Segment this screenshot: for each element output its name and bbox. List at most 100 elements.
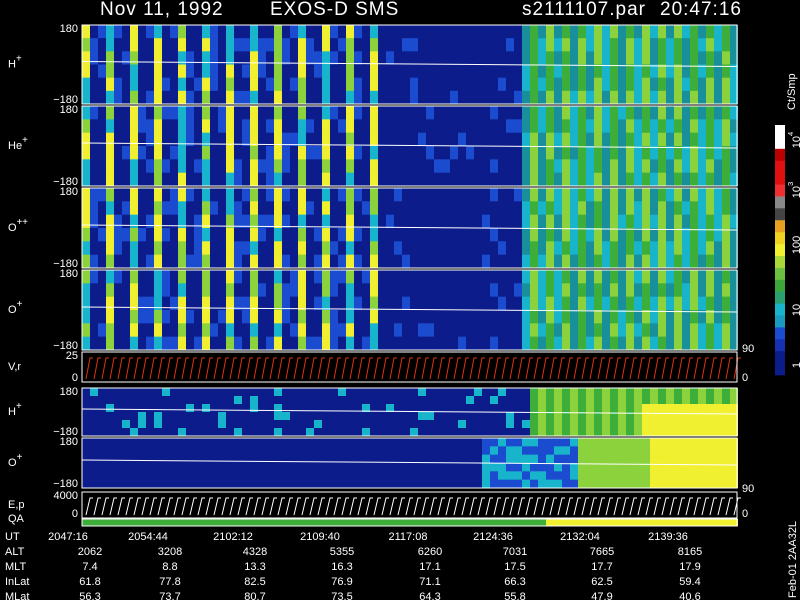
spectrogram-cell bbox=[194, 172, 202, 187]
spectrogram-cell bbox=[362, 454, 370, 464]
spectrogram-cell bbox=[442, 51, 450, 65]
spectrogram-cell bbox=[354, 64, 362, 78]
table-cell: 66.3 bbox=[504, 576, 525, 588]
y-tick-label: 180 bbox=[60, 186, 78, 198]
spectrogram-cell bbox=[522, 388, 530, 397]
spectrogram-cell bbox=[442, 454, 450, 464]
spectrogram-cell bbox=[250, 51, 258, 65]
spectrogram-cell bbox=[226, 201, 234, 215]
spectrogram-cell bbox=[218, 214, 226, 229]
spectrogram-cell bbox=[194, 310, 202, 324]
spectrogram-cell bbox=[402, 25, 410, 39]
panel-label: QA bbox=[8, 513, 25, 525]
spectrogram-cell bbox=[658, 106, 666, 120]
spectrogram-cell bbox=[706, 463, 714, 472]
spectrogram-cell bbox=[690, 336, 698, 351]
spectrogram-cell bbox=[682, 388, 690, 397]
spectrogram-cell bbox=[226, 336, 234, 351]
spectrogram-cell bbox=[250, 336, 258, 351]
spectrogram-cell bbox=[322, 132, 330, 147]
spectrogram-cell bbox=[282, 336, 290, 351]
spectrogram-cell bbox=[730, 388, 738, 397]
spectrogram-cell bbox=[298, 479, 306, 489]
spectrogram-cell bbox=[178, 146, 186, 160]
spectrogram-cell bbox=[282, 172, 290, 187]
spectrogram-cell bbox=[714, 336, 722, 351]
spectrogram-cell bbox=[498, 159, 506, 173]
spectrogram-cell bbox=[138, 119, 146, 133]
spectrogram-cell bbox=[330, 396, 338, 405]
spectrogram-cell bbox=[186, 106, 194, 120]
spectrogram-cell bbox=[258, 471, 266, 480]
spectrogram-cell bbox=[194, 159, 202, 173]
spectrogram-cell bbox=[506, 172, 514, 187]
spectrogram-cell bbox=[610, 310, 618, 324]
spectrogram-cell bbox=[266, 51, 274, 65]
spectrogram-cell bbox=[658, 77, 666, 92]
spectrogram-cell bbox=[186, 428, 194, 437]
spectrogram-cell bbox=[586, 519, 594, 527]
spectrogram-cell bbox=[106, 283, 114, 297]
spectrogram-cell bbox=[218, 323, 226, 337]
spectrogram-cell bbox=[98, 119, 106, 133]
spectrogram-cell bbox=[98, 446, 106, 455]
spectrogram-cell bbox=[298, 159, 306, 173]
spectrogram-cell bbox=[250, 64, 258, 78]
spectrogram-cell bbox=[538, 159, 546, 173]
table-cell: 82.5 bbox=[244, 576, 265, 588]
spectrogram-cell bbox=[658, 479, 666, 489]
spectrogram-cell bbox=[618, 64, 626, 78]
spectrogram-cell bbox=[466, 396, 474, 405]
spectrogram-cell bbox=[658, 296, 666, 311]
spectrogram-cell bbox=[610, 479, 618, 489]
spectrogram-cell bbox=[378, 214, 386, 229]
spectrogram-cell bbox=[602, 228, 610, 242]
spectrogram-cell bbox=[402, 38, 410, 52]
spectrogram-cell bbox=[658, 25, 666, 39]
spectrogram-cell bbox=[346, 283, 354, 297]
spectrogram-cell bbox=[346, 106, 354, 120]
spectrogram-cell bbox=[490, 241, 498, 255]
spectrogram-cell bbox=[186, 172, 194, 187]
spectrogram-cell bbox=[202, 438, 210, 447]
spectrogram-cell bbox=[322, 471, 330, 480]
spectrogram-cell bbox=[434, 323, 442, 337]
spectrogram-cell bbox=[426, 296, 434, 311]
spectrogram-cell bbox=[610, 446, 618, 455]
spectrogram-cell bbox=[690, 479, 698, 489]
spectrogram-cell bbox=[178, 241, 186, 255]
spectrogram-cell bbox=[306, 159, 314, 173]
spectrogram-cell bbox=[418, 241, 426, 255]
colorbar-segment bbox=[775, 303, 785, 316]
spectrogram-cell bbox=[562, 51, 570, 65]
spectrogram-cell bbox=[186, 201, 194, 215]
spectrogram-cell bbox=[706, 132, 714, 147]
spectrogram-cell bbox=[730, 119, 738, 133]
spectrogram-cell bbox=[378, 463, 386, 472]
spectrogram-cell bbox=[642, 446, 650, 455]
spectrogram-cell bbox=[322, 188, 330, 202]
spectrogram-cell bbox=[618, 188, 626, 202]
spectrogram-cell bbox=[418, 132, 426, 147]
spectrogram-cell bbox=[530, 519, 538, 527]
spectrogram-cell bbox=[610, 336, 618, 351]
spectrogram-cell bbox=[306, 296, 314, 311]
spectrogram-cell bbox=[650, 471, 658, 480]
spectrogram-cell bbox=[386, 214, 394, 229]
spectrogram-cell bbox=[354, 323, 362, 337]
spectrogram-cell bbox=[514, 438, 522, 447]
spectrogram-cell bbox=[298, 201, 306, 215]
spectrogram-cell bbox=[538, 519, 546, 527]
spectrogram-cell bbox=[346, 454, 354, 464]
row-label: UT bbox=[5, 531, 20, 543]
spectrogram-cell bbox=[378, 90, 386, 105]
spectrogram-cell bbox=[594, 241, 602, 255]
spectrogram-cell bbox=[634, 412, 642, 421]
table-cell: 13.3 bbox=[244, 561, 265, 573]
spectrogram-cell bbox=[282, 64, 290, 78]
spectrogram-cell bbox=[130, 106, 138, 120]
spectrogram-cell bbox=[306, 471, 314, 480]
spectrogram-cell bbox=[634, 270, 642, 284]
spectrogram-cell bbox=[618, 25, 626, 39]
spectrogram-cell bbox=[490, 172, 498, 187]
